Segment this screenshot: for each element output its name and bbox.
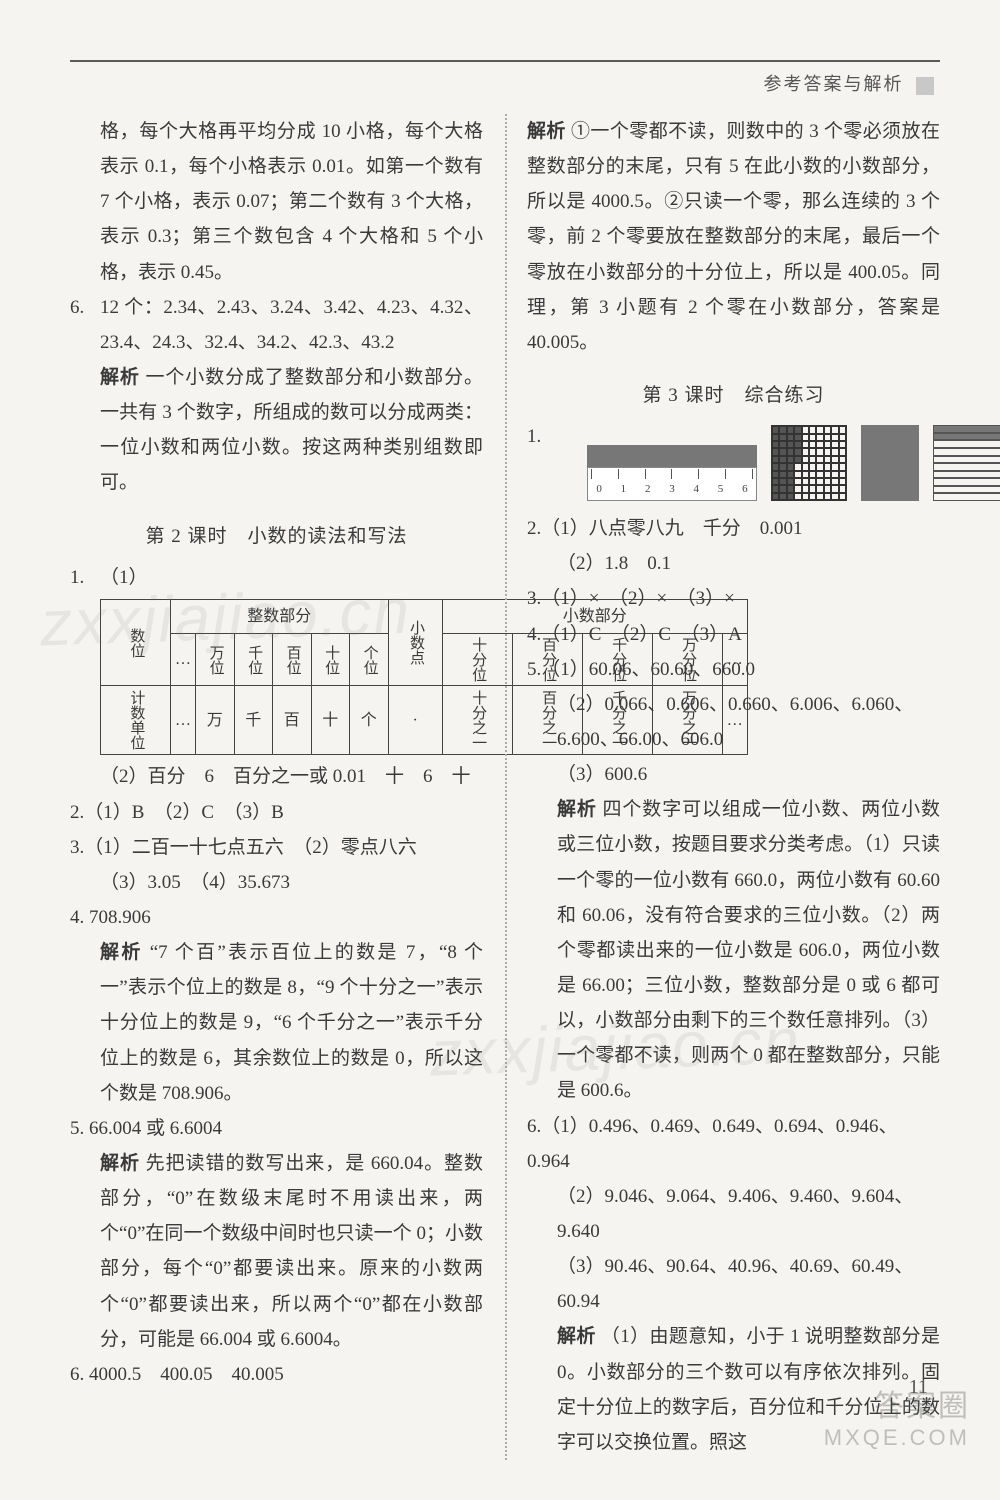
q6-list: 12 个：2.34、2.43、3.24、3.42、4.23、4.32、23.4、… (100, 290, 483, 360)
brand-mark: 答案圈 MXQE.COM (824, 1381, 970, 1451)
ruler-nums: 0 1 2 3 4 5 6 (587, 479, 757, 499)
left-q3a: 3.（1）二百一十七点五六 （2）零点八六 (70, 830, 483, 865)
left-q2: 2.（1）B （2）C （3）B (70, 795, 483, 830)
cell: 个位 (350, 634, 389, 686)
q1-2: （2）百分 6 百分之一或 0.01 十 6 十 (70, 759, 483, 794)
cell: … (171, 686, 196, 755)
columns: 格，每个大格再平均分成 10 小格，每个大格表示 0.1，每个小格表示 0.01… (70, 114, 940, 1460)
cell: … (171, 634, 196, 686)
rn: 5 (718, 479, 724, 499)
cell: 十分位 (442, 634, 512, 686)
right-column: 解析 ①一个零都不读，则数中的 3 个零必须放在整数部分的末尾，只有 5 在此小… (505, 114, 940, 1460)
top-rule (70, 60, 940, 62)
left-q3b: （3）3.05 （4）35.673 (70, 865, 483, 900)
right-p1: 解析 ①一个零都不读，则数中的 3 个零必须放在整数部分的末尾，只有 5 在此小… (527, 114, 940, 360)
cell: 千位 (234, 634, 273, 686)
q5b-text: 先把读错的数写出来，是 660.04。整数部分，“0”在数级末尾时不用读出来，两… (100, 1153, 483, 1350)
cell: 万位 (196, 634, 235, 686)
cell: 十分之一 (442, 686, 512, 755)
analysis-label: 解析 (557, 1326, 596, 1347)
q1-num: 1. (70, 560, 100, 595)
q6-analysis-text: 一个小数分成了整数部分和小数部分。一共有 3 个数字，所组成的数可以分成两类：一… (100, 367, 483, 493)
brand-en: MXQE.COM (824, 1425, 970, 1451)
header-title: 参考答案与解析 (70, 70, 940, 96)
right-q2b: （2）1.8 0.1 (527, 546, 940, 581)
right-q3: 3.（1）× （2）× （3）× (527, 581, 940, 616)
left-q4b: 解析 “7 个百”表示百位上的数是 7，“8 个一”表示个位上的数是 8，“9 … (70, 935, 483, 1111)
cell: 百位 (273, 634, 312, 686)
right-q6c: （3）90.46、90.64、40.96、40.69、60.49、60.94 (527, 1249, 940, 1319)
th-point: 小数点 (388, 599, 442, 686)
q1-content: （1） (100, 560, 483, 595)
q6-content: 12 个：2.34、2.43、3.24、3.42、4.23、4.32、23.4、… (100, 290, 483, 501)
ruler-ticks (591, 469, 753, 479)
analysis-label: 解析 (100, 942, 143, 963)
cell: · (388, 686, 442, 755)
right-q6a: 6.（1）0.496、0.469、0.649、0.694、0.946、0.964 (527, 1109, 940, 1179)
hundred-grid (771, 425, 847, 501)
rn: 3 (669, 479, 675, 499)
right-q5c: （3）600.6 (527, 757, 940, 792)
ruler-shade (587, 445, 757, 467)
left-q6: 6. 12 个：2.34、2.43、3.24、3.42、4.23、4.32、23… (70, 290, 483, 501)
header-text: 参考答案与解析 (764, 74, 904, 94)
cell: 十位 (311, 634, 350, 686)
ruler-graphic: 0 1 2 3 4 5 6 (587, 445, 757, 501)
right-q4: 4.（1）C （2）C （3）A (527, 617, 940, 652)
rn: 0 (596, 479, 602, 499)
right-p1-text: ①一个零都不读，则数中的 3 个零必须放在整数部分的末尾，只有 5 在此小数的小… (527, 121, 940, 353)
section2-title: 第 2 课时 小数的读法和写法 (70, 519, 483, 554)
left-q6c: 6. 4000.5 400.05 40.005 (70, 1357, 483, 1392)
left-q1: 1. （1） (70, 560, 483, 595)
cell: 个 (350, 686, 389, 755)
analysis-label: 解析 (100, 1153, 140, 1174)
right-q5b: （2）0.066、0.606、0.660、6.006、6.060、6.600、6… (527, 687, 940, 757)
cell: 十 (311, 686, 350, 755)
analysis-label: 解析 (100, 367, 140, 388)
q4b-text: “7 个百”表示百位上的数是 7，“8 个一”表示个位上的数是 8，“9 个十分… (100, 942, 483, 1104)
right-q2a: 2.（1）八点零八九 千分 0.001 (527, 511, 940, 546)
left-q5a: 5. 66.004 或 6.6004 (70, 1111, 483, 1146)
brand-zh: 答案圈 (824, 1381, 970, 1425)
column-divider (505, 114, 507, 1460)
right-q6b: （2）9.046、9.064、9.406、9.460、9.604、9.640 (527, 1179, 940, 1249)
header-tag (916, 77, 934, 95)
cell: 百 (273, 686, 312, 755)
left-column: 格，每个大格再平均分成 10 小格，每个大格表示 0.1，每个小格表示 0.01… (70, 114, 505, 1460)
left-p1: 格，每个大格再平均分成 10 小格，每个大格表示 0.1，每个小格表示 0.01… (70, 114, 483, 290)
cell: 万 (196, 686, 235, 755)
rn: 2 (645, 479, 651, 499)
th-int: 整数部分 (171, 599, 389, 634)
rn: 6 (742, 479, 748, 499)
graphics-row: 0 1 2 3 4 5 6 (587, 425, 1000, 501)
q6-analysis: 解析 一个小数分成了整数部分和小数部分。一共有 3 个数字，所组成的数可以分成两… (100, 360, 483, 501)
cell: 千 (234, 686, 273, 755)
rn: 1 (621, 479, 627, 499)
right-q5d: 解析 四个数字可以组成一位小数、两位小数或三位小数，按题目要求分类考虑。（1）只… (527, 792, 940, 1108)
q6-num: 6. (70, 290, 100, 501)
g-content: 0 1 2 3 4 5 6 (557, 419, 1000, 511)
rn: 4 (694, 479, 700, 499)
right-q5a: 5.（1）60.06、60.60、660.0 (527, 652, 940, 687)
solid-block (861, 425, 919, 501)
page: 参考答案与解析 格，每个大格再平均分成 10 小格，每个大格表示 0.1，每个小… (0, 0, 1000, 1500)
g-num: 1. (527, 419, 557, 511)
rowhead-unit: 计数单位 (101, 686, 171, 755)
section3-title: 第 3 课时 综合练习 (527, 378, 940, 413)
analysis-label: 解析 (527, 121, 566, 142)
right-g: 1. 0 1 2 3 (527, 419, 940, 511)
rowhead-digit: 数位 (101, 599, 171, 686)
left-q5b: 解析 先把读错的数写出来，是 660.04。整数部分，“0”在数级末尾时不用读出… (70, 1146, 483, 1357)
left-q4a: 4. 708.906 (70, 900, 483, 935)
q1-1-label: （1） (100, 567, 148, 588)
q5d-text: 四个数字可以组成一位小数、两位小数或三位小数，按题目要求分类考虑。（1）只读一个… (557, 799, 940, 1101)
stripes-block (933, 425, 1000, 501)
analysis-label: 解析 (557, 799, 597, 820)
